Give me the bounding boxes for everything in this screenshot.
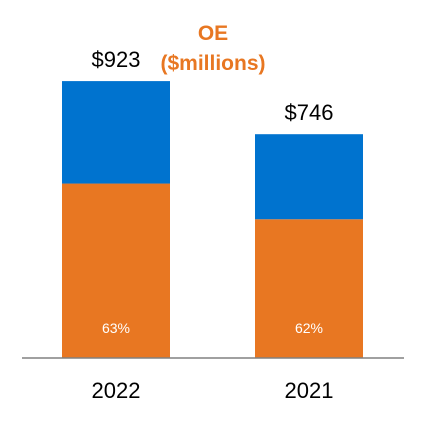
bar-segment-2021-1 — [255, 134, 363, 220]
category-label-2021: 2021 — [285, 378, 334, 403]
total-label-2022: $923 — [92, 47, 141, 72]
bar-segment-2022-0 — [62, 183, 170, 358]
chart-title-line1: OE — [198, 22, 228, 45]
bar-segment-2021-0 — [255, 219, 363, 358]
bar-segment-2022-1 — [62, 81, 170, 184]
percent-label-2022: 63% — [102, 320, 130, 336]
bars-group: 63% $923 2022 62% $746 2021 — [62, 47, 363, 403]
percent-label-2021: 62% — [295, 320, 323, 336]
total-label-2021: $746 — [285, 100, 334, 125]
category-label-2022: 2022 — [92, 378, 141, 403]
chart-title-line2: ($millions) — [160, 52, 265, 75]
